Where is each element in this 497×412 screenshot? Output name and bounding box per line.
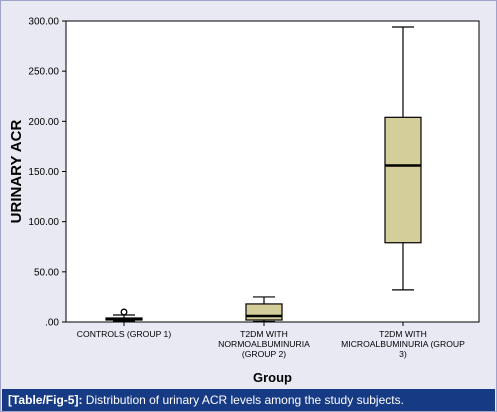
y-tick-label: 250.00	[28, 67, 59, 78]
figure-caption: [Table/Fig-5]: Distribution of urinary A…	[2, 389, 495, 411]
caption-label: [Table/Fig-5]:	[8, 393, 83, 407]
box-iqr	[245, 303, 283, 321]
x-category-label: MICROALBUMINURIA (GROUP	[341, 339, 465, 349]
y-tick-label: 300.00	[28, 17, 59, 28]
box-iqr	[384, 116, 422, 244]
x-category-label: CONTROLS (GROUP 1)	[77, 329, 172, 339]
boxplot-chart: .00 50.00 100.00 150.00 200.00 250.00 300.00 UR…	[8, 17, 480, 385]
x-category-label: T2DM WITH	[379, 329, 427, 339]
caption-text: Distribution of urinary ACR levels among…	[82, 393, 404, 407]
x-axis-title: Group	[253, 370, 292, 385]
y-tick-label: 200.00	[28, 117, 59, 128]
x-category-label: 3)	[399, 349, 407, 359]
y-tick-label: .00	[45, 318, 59, 329]
outlier-point	[120, 308, 128, 316]
x-category-label: (GROUP 2)	[242, 349, 286, 359]
y-axis-title: URINARY ACR	[8, 120, 25, 224]
x-category-label: NORMOALBUMINURIA	[218, 339, 310, 349]
y-tick-label: 50.00	[34, 267, 59, 278]
x-category-label: T2DM WITH	[240, 329, 288, 339]
y-tick-label: 150.00	[28, 167, 59, 178]
y-tick-label: 100.00	[28, 217, 59, 228]
